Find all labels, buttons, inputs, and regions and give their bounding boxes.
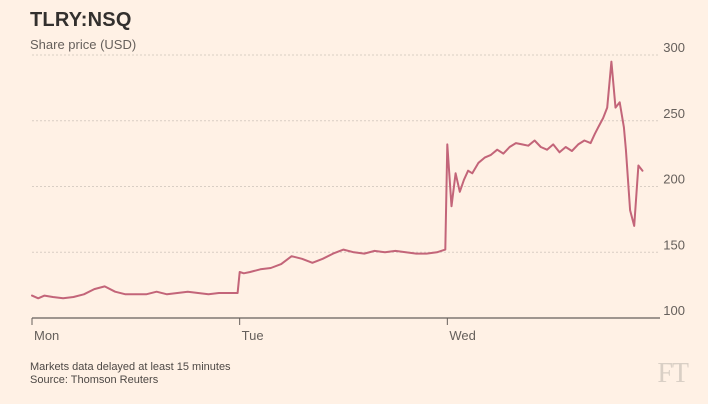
price-point [426, 253, 428, 255]
price-point [311, 262, 313, 264]
price-point [145, 293, 147, 295]
price-point [558, 151, 561, 153]
price-point [291, 255, 293, 257]
price-point [521, 143, 523, 145]
price-point [502, 153, 504, 155]
price-point [237, 292, 239, 294]
x-tick-label: Tue [242, 328, 264, 343]
price-point [629, 209, 631, 211]
price-point [594, 133, 596, 135]
price-point [614, 107, 617, 109]
delay-note: Markets data delayed at least 15 minutes [30, 361, 231, 373]
price-point [176, 292, 178, 294]
price-point [37, 297, 39, 299]
chart-title: TLRY:NSQ [30, 9, 132, 31]
price-point [394, 250, 396, 252]
y-tick-label: 200 [663, 172, 685, 187]
price-point [243, 272, 245, 274]
price-point [43, 295, 46, 297]
price-point [104, 285, 106, 287]
price-point [301, 258, 303, 260]
price-point [124, 293, 127, 295]
price-point [218, 292, 220, 294]
x-tick-label: Wed [449, 328, 476, 343]
price-point [515, 142, 517, 144]
price-point [633, 225, 635, 227]
price-point [490, 154, 492, 156]
price-point [239, 271, 241, 273]
price-point [280, 263, 282, 265]
price-point [463, 179, 465, 181]
price-point [446, 143, 448, 145]
price-point [625, 149, 627, 151]
y-tick-label: 250 [663, 106, 685, 121]
price-point [552, 143, 554, 145]
price-point [637, 164, 640, 167]
price-point [31, 295, 33, 297]
price-point [619, 101, 621, 103]
price-point [363, 253, 365, 255]
y-tick-label: 100 [663, 303, 685, 318]
price-point [374, 250, 376, 252]
price-point [484, 157, 486, 159]
price-point [571, 150, 573, 152]
price-point [509, 146, 511, 148]
price-point [270, 267, 272, 269]
price-line [31, 60, 644, 300]
price-point [565, 146, 567, 148]
price-point [93, 288, 95, 290]
price-point [477, 162, 480, 164]
price-point [459, 191, 461, 193]
price-point [455, 172, 457, 174]
price-point [322, 258, 324, 260]
price-point [166, 293, 168, 295]
price-point [598, 125, 600, 127]
price-point [135, 293, 137, 295]
price-point [405, 251, 407, 253]
price-point [606, 107, 608, 109]
price-point [583, 139, 586, 142]
chart-footer: Markets data delayed at least 15 minutes… [30, 361, 231, 387]
price-point [83, 293, 85, 295]
price-point [602, 117, 604, 119]
price-point [527, 145, 529, 147]
chart-subtitle: Share price (USD) [30, 37, 137, 52]
price-point [114, 291, 116, 293]
price-point [187, 291, 189, 293]
price-point [156, 291, 158, 293]
price-point [415, 253, 417, 255]
price-point [436, 251, 438, 253]
price-point [450, 205, 453, 207]
price-point [577, 143, 579, 145]
price-point [444, 249, 446, 251]
price-point [471, 172, 473, 174]
price-point [546, 149, 548, 151]
price-point [52, 296, 54, 298]
price-point [342, 249, 345, 251]
price-point [249, 271, 251, 273]
y-tick-label: 300 [663, 40, 685, 55]
y-tick-label: 150 [663, 237, 685, 252]
price-point [332, 253, 334, 255]
price-point [384, 251, 386, 253]
price-point [610, 61, 613, 63]
source-note: Source: Thomson Reuters [30, 374, 159, 386]
price-point [353, 251, 355, 253]
x-tick-label: Mon [34, 328, 59, 343]
price-point [540, 146, 542, 148]
price-point [197, 292, 199, 294]
price-point [590, 142, 592, 144]
price-point [228, 292, 230, 294]
price-point [467, 170, 469, 172]
ft-logo: FT [657, 358, 689, 389]
price-point [641, 170, 644, 172]
price-point [496, 149, 498, 151]
price-point [72, 296, 75, 298]
price-point [259, 268, 261, 270]
price-point [62, 297, 64, 299]
price-point [623, 126, 625, 128]
price-point [207, 293, 210, 295]
price-point [534, 139, 536, 142]
